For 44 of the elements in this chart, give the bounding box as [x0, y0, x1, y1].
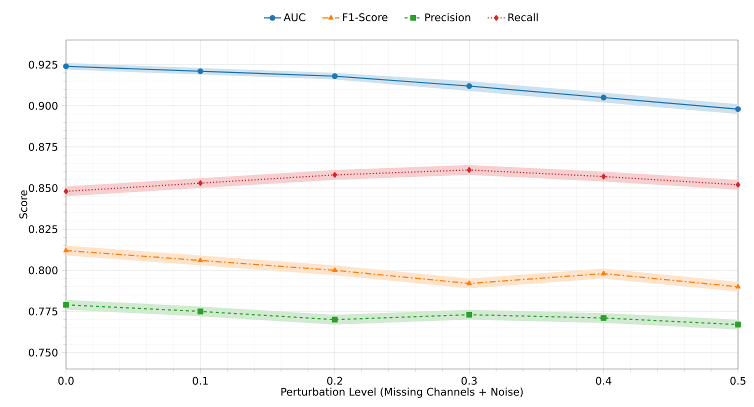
point — [600, 315, 607, 321]
point — [466, 83, 472, 89]
y-tick-label: 0.850 — [28, 184, 58, 192]
point — [735, 322, 741, 328]
y-tick-label: 0.800 — [28, 266, 58, 274]
y-tick-label: 0.925 — [28, 60, 58, 69]
point — [63, 248, 69, 252]
point — [198, 68, 204, 74]
point — [332, 316, 338, 323]
legend-label: Precision — [425, 13, 470, 22]
point — [198, 308, 204, 314]
point — [332, 172, 338, 178]
point — [601, 174, 606, 180]
legend-label: F1-Score — [343, 13, 388, 22]
point — [736, 182, 740, 188]
point — [64, 188, 68, 194]
point — [198, 258, 203, 262]
x-tick-label: 0.0 — [58, 376, 74, 385]
x-tick-label: 0.5 — [730, 376, 746, 385]
y-tick-label: 0.875 — [28, 142, 58, 151]
x-tick-label: 0.2 — [327, 376, 342, 385]
point — [332, 267, 338, 272]
point — [63, 63, 69, 70]
y-tick-label: 0.900 — [28, 102, 58, 110]
x-axis-title: Perturbation Level (Missing Channels + Noise) — [281, 388, 523, 398]
x-tick-label: 0.3 — [462, 376, 477, 385]
point — [332, 73, 338, 80]
point — [601, 270, 606, 276]
x-tick-label: 0.1 — [192, 376, 208, 385]
point — [466, 167, 472, 173]
y-tick-label: 0.750 — [28, 348, 58, 357]
point — [735, 106, 741, 112]
x-tick-label: 0.4 — [596, 376, 612, 385]
point — [63, 302, 69, 308]
y-tick-label: 0.775 — [28, 307, 58, 316]
point — [198, 180, 203, 186]
point — [466, 312, 472, 318]
point — [466, 280, 472, 286]
point — [735, 284, 741, 288]
point — [600, 94, 607, 100]
legend-label: Recall — [508, 13, 538, 22]
y-tick-label: 0.825 — [28, 225, 58, 234]
y-axis-title: Score — [19, 190, 28, 219]
legend-label: AUC — [284, 13, 306, 22]
